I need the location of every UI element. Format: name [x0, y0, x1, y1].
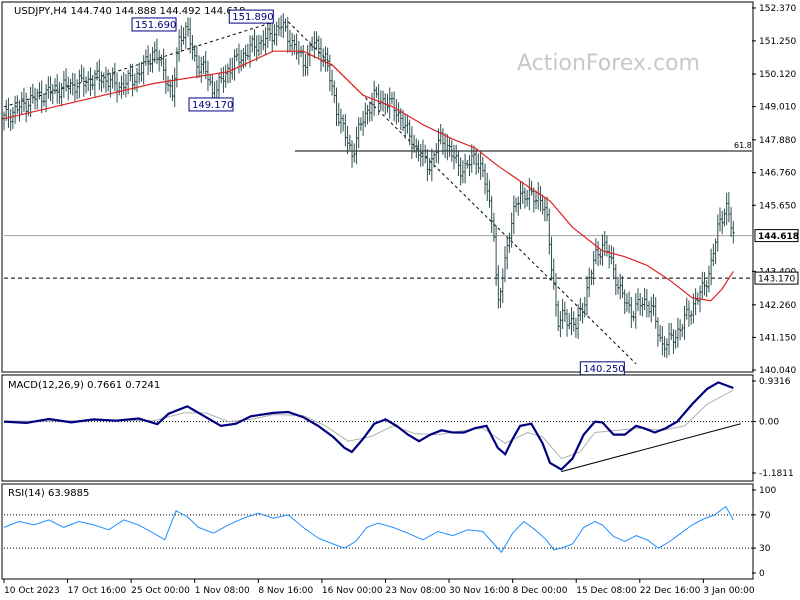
rsi-panel: RSI(14) 63.9885 100 70 30 0 [1, 483, 776, 580]
macd-panel: MACD(12,26,9) 0.7661 0.7241 0.9316 0.00 -1… [1, 374, 794, 482]
rsi-y-tick-label: 30 [759, 544, 771, 554]
macd-y-tick-label: 0.00 [759, 418, 779, 428]
rsi-panel-title: RSI(14) 63.9885 [8, 488, 89, 499]
price-annotations: 151.690 151.890 149.170 140.250 [131, 9, 625, 376]
price-trendlines [3, 21, 637, 365]
price-y-tick-label: 145.650 [759, 201, 796, 211]
time-axis-tick-label: 8 Nov 16:00 [258, 586, 313, 596]
price-trendline [3, 21, 274, 108]
time-axis-tick-label: 3 Jan 00:00 [703, 586, 755, 596]
rsi-y-tick-label: 0 [759, 569, 765, 579]
price-annotation-label: 140.250 [583, 364, 624, 375]
price-annotation-label: 149.170 [192, 100, 233, 111]
time-axis-tick-label: 15 Dec 08:00 [576, 586, 637, 596]
time-axis: 10 Oct 2023 17 Oct 16:00 25 Oct 00:00 1 Nov… [3, 579, 755, 596]
price-y-tick-label: 151.250 [759, 37, 796, 47]
price-annotation-box [188, 97, 234, 112]
price-y-tick-label: 149.010 [759, 103, 796, 113]
macd-series [3, 381, 752, 473]
time-axis-tick-label: 30 Nov 16:00 [449, 586, 510, 596]
fib-level-label: 61.8 [734, 141, 752, 150]
current-price-box [754, 229, 799, 243]
support-level-label: 143.170 [758, 275, 795, 285]
price-annotation-box [131, 17, 177, 32]
price-y-tick-label: 150.120 [759, 70, 796, 80]
macd-y-axis: 0.9316 0.00 -1.1811 [752, 377, 794, 479]
rsi-panel-frame [1, 483, 754, 580]
price-annotation-label: 151.890 [232, 12, 273, 23]
price-y-tick-label: 140.040 [759, 366, 796, 376]
price-y-tick-label: 147.880 [759, 136, 796, 146]
time-axis-tick-label: 25 Oct 00:00 [131, 586, 190, 596]
price-y-tick-label: 146.760 [759, 169, 796, 179]
price-y-tick-label: 142.260 [759, 301, 796, 311]
time-axis-tick-label: 23 Nov 08:00 [385, 586, 446, 596]
rsi-y-axis: 100 70 30 0 [752, 486, 776, 579]
time-axis-tick-label: 16 Nov 00:00 [322, 586, 383, 596]
rsi-line [3, 505, 734, 554]
time-axis-tick-label: 10 Oct 2023 [4, 586, 60, 596]
macd-line [3, 381, 734, 471]
rsi-y-tick-label: 100 [759, 486, 776, 496]
macd-y-tick-label: -1.1811 [759, 469, 794, 479]
time-axis-tick-label: 8 Dec 00:00 [513, 586, 568, 596]
time-axis-tick-label: 22 Dec 16:00 [640, 586, 701, 596]
price-panel: ActionForex.com USDJPY,H4 144.740 144.88… [1, 1, 799, 376]
price-y-tick-label: 152.370 [759, 4, 796, 14]
moving-average-line [3, 50, 734, 302]
macd-y-tick-label: 0.9316 [759, 377, 791, 387]
support-level-box [754, 271, 799, 285]
price-reference-lines: 61.8 144.618 143.170 [4, 141, 799, 285]
price-panel-frame [1, 1, 754, 373]
price-annotation-box [228, 9, 274, 24]
price-y-tick-label: 141.150 [759, 333, 796, 343]
price-panel-title: USDJPY,H4 144.740 144.888 144.492 144.61… [14, 6, 245, 17]
time-axis-tick-label: 1 Nov 08:00 [195, 586, 250, 596]
price-annotation-label: 151.690 [135, 20, 176, 31]
rsi-series [3, 505, 752, 554]
macd-panel-frame [1, 374, 754, 482]
time-axis-tick-label: 17 Oct 16:00 [68, 586, 127, 596]
macd-trendline [561, 423, 741, 473]
price-candles [2, 13, 735, 358]
macd-signal-line [4, 389, 734, 460]
macd-panel-title: MACD(12,26,9) 0.7661 0.7241 [8, 380, 160, 391]
watermark: ActionForex.com [517, 51, 700, 76]
rsi-y-tick-label: 70 [759, 511, 771, 521]
current-price-label: 144.618 [758, 232, 799, 242]
